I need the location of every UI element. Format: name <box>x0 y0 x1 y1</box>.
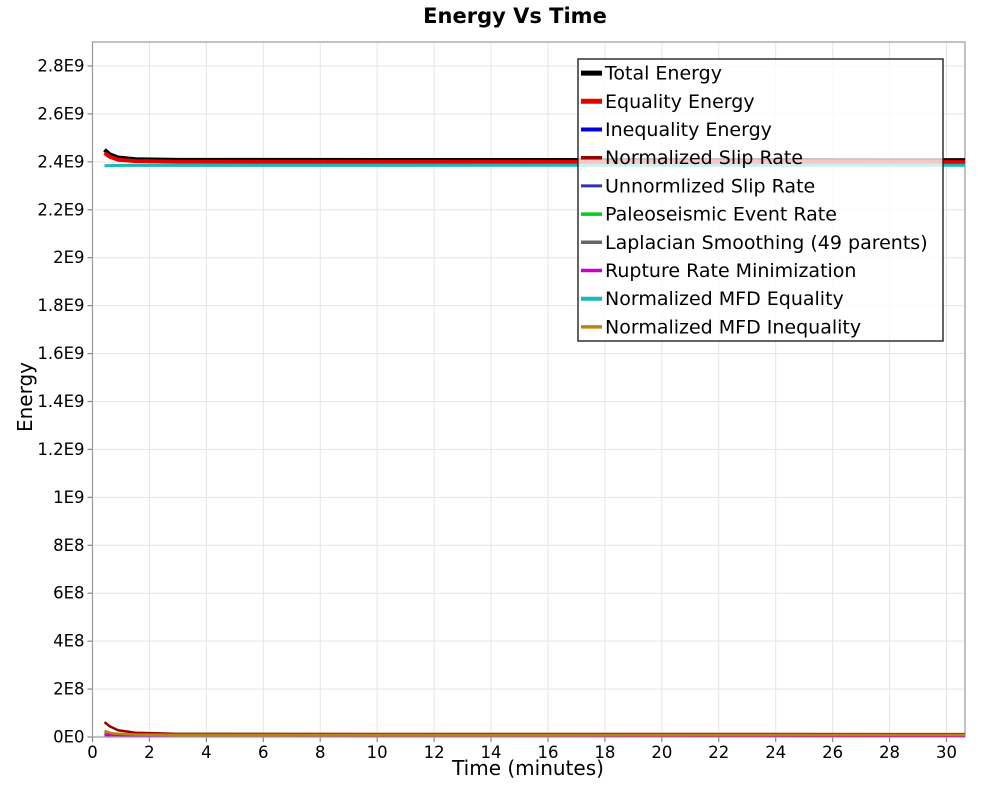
y-tick-label: 8E8 <box>53 536 84 555</box>
y-tick-label: 4E8 <box>53 632 84 651</box>
y-tick-label: 2E8 <box>53 680 84 699</box>
legend-label: Normalized Slip Rate <box>605 147 803 169</box>
y-tick-label: 2E9 <box>53 248 84 267</box>
y-tick-label: 1E9 <box>53 488 84 507</box>
legend-label: Laplacian Smoothing (49 parents) <box>605 232 928 254</box>
y-axis-title: Energy <box>13 361 37 433</box>
legend-label: Equality Energy <box>605 91 755 113</box>
x-tick-label: 12 <box>424 743 445 762</box>
x-tick-label: 24 <box>765 743 786 762</box>
x-tick-label: 30 <box>936 743 957 762</box>
x-axis-title: Time (minutes) <box>452 756 604 780</box>
y-tick-label: 1.8E9 <box>37 296 84 315</box>
legend-label: Paleoseismic Event Rate <box>605 204 837 226</box>
x-tick-label: 18 <box>594 743 615 762</box>
x-tick-label: 22 <box>708 743 729 762</box>
series-line-equality-energy <box>103 151 966 165</box>
x-tick-label: 10 <box>367 743 388 762</box>
legend-label: Normalized MFD Equality <box>605 288 844 310</box>
y-tick-label: 1.6E9 <box>37 344 84 363</box>
x-tick-label: 2 <box>144 743 155 762</box>
y-tick-label: 1.4E9 <box>37 392 84 411</box>
legend-label: Total Energy <box>604 63 722 85</box>
y-tick-label: 1.2E9 <box>37 440 84 459</box>
plot-border <box>91 41 966 738</box>
x-tick-label: 14 <box>481 743 502 762</box>
y-tick-label: 2.2E9 <box>37 200 84 219</box>
y-tick-label: 2.4E9 <box>37 152 84 171</box>
series-line-normalized-mfd-inequality <box>104 729 965 737</box>
x-tick-label: 4 <box>201 743 212 762</box>
legend-label: Inequality Energy <box>605 119 772 141</box>
x-tick-label: 20 <box>651 743 672 762</box>
y-tick-label: 2.6E9 <box>37 104 84 123</box>
y-tick-label: 6E8 <box>53 584 84 603</box>
x-tick-label: 8 <box>315 743 326 762</box>
x-tick-label: 16 <box>537 743 558 762</box>
legend-label: Unnormlized Slip Rate <box>605 175 815 197</box>
legend-label: Normalized MFD Inequality <box>605 316 861 338</box>
chart-title: Energy Vs Time <box>423 4 607 28</box>
y-tick-label: 2.8E9 <box>37 56 84 75</box>
x-tick-label: 0 <box>87 743 98 762</box>
y-tick-label: 0E0 <box>53 728 84 747</box>
legend-label: Rupture Rate Minimization <box>605 260 856 282</box>
x-tick-label: 6 <box>258 743 269 762</box>
legend-box <box>577 58 944 342</box>
x-tick-label: 26 <box>822 743 843 762</box>
x-tick-label: 28 <box>879 743 900 762</box>
